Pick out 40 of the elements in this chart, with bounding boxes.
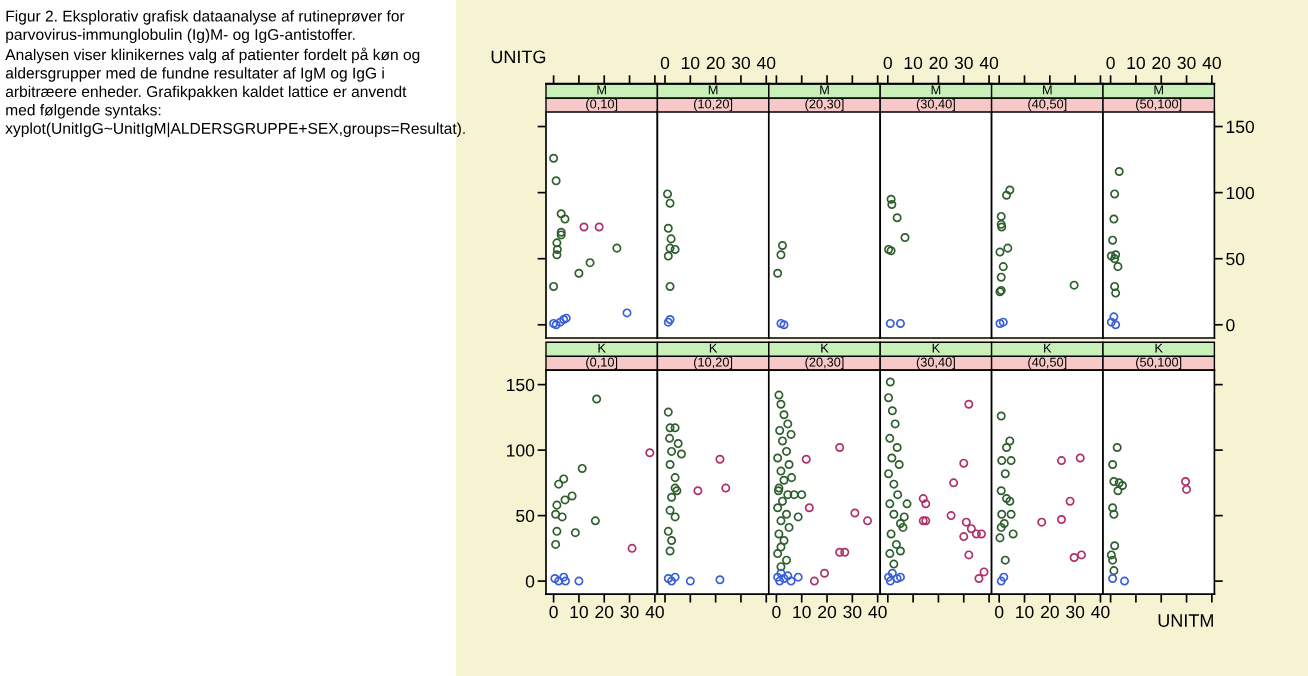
x-tick-label: 10 [681, 56, 700, 70]
x-tick-label: 30 [620, 605, 639, 619]
x-tick-label: 0 [883, 56, 892, 70]
x-tick-label: 40 [645, 605, 664, 619]
x-tick-label: 30 [1177, 56, 1196, 70]
x-tick-label: 20 [595, 605, 614, 619]
x-tick-label: 0 [1106, 56, 1115, 70]
x-tick-label: 30 [731, 56, 750, 70]
x-tick-label: 20 [1040, 605, 1059, 619]
x-tick-label: 10 [793, 605, 811, 619]
x-axis-title: UNITM [1158, 614, 1213, 627]
x-tick-label: 0 [995, 605, 1004, 619]
y-tick-label: 0 [1226, 318, 1235, 332]
x-tick-label: 40 [1091, 605, 1110, 619]
y-tick-label: 150 [1226, 120, 1255, 134]
y-axis-title: UNITG [491, 50, 546, 64]
x-tick-label: 0 [549, 605, 558, 619]
x-tick-label: 20 [1152, 56, 1171, 70]
x-tick-label: 40 [756, 56, 776, 70]
y-tick-label: 0 [525, 575, 535, 588]
x-tick-label: 10 [570, 605, 588, 619]
x-tick-label: 30 [1066, 605, 1085, 619]
x-tick-label: 20 [706, 56, 725, 70]
y-tick-label: 100 [507, 444, 535, 457]
y-tick-label: 50 [516, 509, 535, 523]
x-tick-label: 20 [818, 605, 837, 619]
x-tick-label: 20 [929, 56, 948, 70]
y-tick-label: 50 [1226, 252, 1245, 266]
x-tick-label: 40 [979, 56, 999, 70]
y-tick-label: 100 [1226, 186, 1255, 200]
x-tick-label: 30 [954, 56, 973, 70]
x-tick-label: 40 [1202, 56, 1221, 70]
x-tick-label: 0 [660, 56, 670, 70]
x-tick-label: 0 [772, 605, 781, 619]
x-tick-label: 30 [843, 605, 862, 619]
y-tick-label: 150 [507, 378, 535, 392]
x-tick-label: 10 [904, 56, 923, 70]
x-tick-label: 10 [1127, 56, 1145, 70]
x-tick-label: 10 [1016, 605, 1034, 619]
x-tick-label: 40 [868, 605, 887, 619]
